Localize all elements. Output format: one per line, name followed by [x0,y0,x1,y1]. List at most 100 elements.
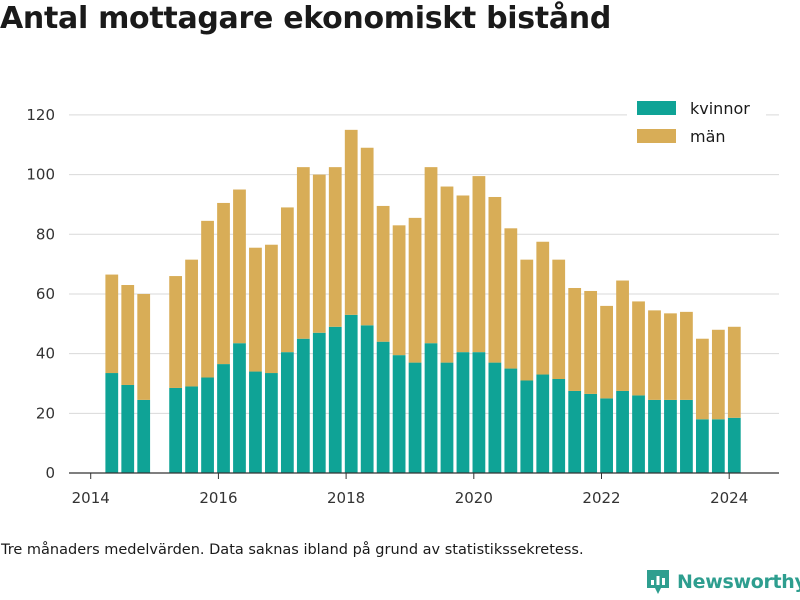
bar-kvinnor [648,399,661,473]
bar-kvinnor [201,377,214,473]
bar-kvinnor [472,352,486,473]
bar-kvinnor [727,417,741,473]
brand: Newsworthy [645,568,800,596]
bar-kvinnor [265,373,278,473]
y-tick-label: 100 [26,166,55,184]
bar-kvinnor [536,374,550,473]
bar-kvinnor [632,395,645,473]
bar-man [105,274,119,374]
bar-man [552,259,566,380]
bar-kvinnor [520,380,534,473]
bar-man [280,207,294,353]
bar-man [408,217,422,363]
bar-kvinnor [376,341,390,473]
bar-kvinnor [552,379,566,473]
bar-kvinnor [408,362,422,473]
bar-kvinnor [392,355,406,473]
page-title: Antal mottagare ekonomiskt bistånd [0,1,612,36]
bar-kvinnor [424,343,438,473]
y-tick-label: 60 [36,285,55,303]
legend-label: kvinnor [690,99,750,118]
bar-man [440,186,454,363]
y-tick-label: 20 [36,404,55,422]
x-tick-label: 2024 [710,489,748,507]
bar-man [695,338,709,420]
bar-man [664,313,677,400]
bar-man [711,329,725,420]
footnote: Tre månaders medelvärden. Data saknas ib… [1,542,584,558]
bar-man [249,247,262,372]
bar-man [488,196,502,363]
bar-kvinnor [169,387,183,473]
bar-kvinnor [680,399,693,473]
bar-man [472,176,486,353]
bar-kvinnor [137,399,151,473]
bar-man [201,220,214,378]
bar-kvinnor [584,393,598,473]
bar-man [520,259,534,381]
bar-kvinnor [328,326,342,473]
bar-kvinnor [664,399,677,473]
bar-kvinnor [695,419,709,473]
bar-man [233,189,246,344]
bar-kvinnor [504,368,518,473]
bar-kvinnor [233,343,246,473]
newsworthy-logo-icon [647,570,669,594]
bar-kvinnor [296,338,310,473]
bar-man [328,167,342,327]
bar-kvinnor [440,362,454,473]
x-tick-label: 2016 [199,489,237,507]
bar-man [312,174,326,333]
bar-man [169,276,183,388]
bar-kvinnor [249,371,262,473]
bar-kvinnor [711,419,725,473]
bar-man [727,326,741,418]
bar-man [584,290,598,394]
legend-label: män [690,127,726,146]
bar-man [137,293,151,400]
bar-man [456,195,470,353]
y-tick-label: 0 [45,464,55,482]
bar-man [424,167,438,344]
legend-swatch [637,129,676,143]
bar-man [185,259,198,387]
bar-man [344,129,358,315]
bar-man [600,305,613,399]
brand-name: Newsworthy [677,571,800,593]
bar-kvinnor [280,352,294,473]
bar-kvinnor [105,373,119,473]
bar-man [616,280,629,391]
x-tick-label: 2014 [72,489,110,507]
bar-kvinnor [217,364,230,473]
bar-man [680,311,693,400]
bar-kvinnor [488,362,502,473]
bar-kvinnor [312,332,326,473]
bar-kvinnor [456,352,470,473]
y-tick-label: 40 [36,345,55,363]
bar-man [392,225,406,356]
bar-man [504,228,518,369]
bar-man [121,285,135,385]
bar-kvinnor [344,314,358,473]
bar-man [360,147,374,326]
bar-kvinnor [121,384,135,473]
x-tick-label: 2022 [582,489,620,507]
bar-man [217,202,230,365]
bar-man [568,287,582,391]
bar-kvinnor [600,398,613,473]
bar-kvinnor [185,386,198,473]
x-tick-label: 2018 [327,489,365,507]
bar-man [536,241,550,375]
bar-kvinnor [360,325,374,473]
bar-man [648,310,661,400]
bars [105,129,741,473]
bar-kvinnor [568,390,582,473]
legend-swatch [637,101,676,115]
bar-kvinnor [616,390,629,473]
x-tick-label: 2020 [455,489,493,507]
bar-man [296,167,310,339]
axes: 0 20 40 60 80 100 120 2014 2016 2018 2020 2022 2024 [26,106,779,507]
bar-man [632,301,645,396]
y-tick-label: 120 [26,106,55,124]
